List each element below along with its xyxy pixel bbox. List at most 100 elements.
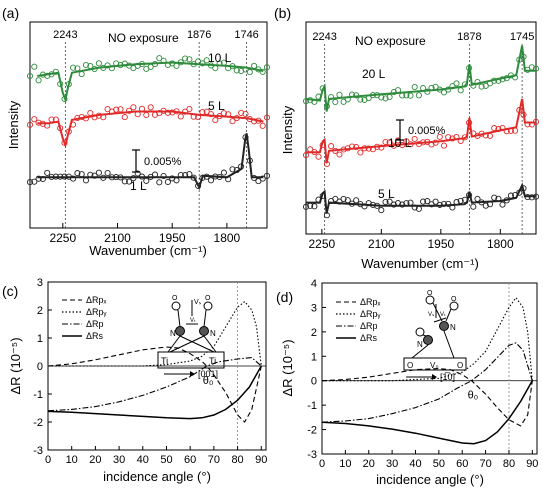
series-marker (516, 189, 523, 196)
series-marker (482, 82, 489, 89)
series-marker (52, 116, 59, 123)
series-marker (134, 170, 141, 177)
series-markers-10L (26, 55, 271, 103)
series-line-5L (306, 182, 536, 214)
inset-c-substrate (157, 351, 225, 369)
panel-a-scale-bar: 0.005% (132, 149, 182, 173)
series-marker (420, 139, 427, 146)
series-marker (440, 89, 448, 96)
series-marker (229, 118, 236, 125)
series-marker (369, 92, 376, 99)
series-marker (461, 134, 468, 141)
series-marker (520, 111, 527, 118)
series-marker (382, 198, 389, 206)
series-marker (466, 119, 473, 126)
series-marker (415, 92, 422, 99)
series-marker (35, 119, 42, 126)
panel-b-peak-markers: 2243 1878 1745 (312, 31, 534, 234)
series-marker (411, 135, 418, 143)
series-marker (233, 167, 240, 174)
series-marker (495, 195, 502, 202)
series-marker (31, 63, 38, 70)
inset-d-atom-mid: V₀ (430, 361, 439, 370)
panel-d-frame (321, 282, 538, 455)
series-marker (516, 107, 523, 114)
y-tick-label-0: 0 (37, 361, 43, 373)
x-tick-label-10: 10 (66, 454, 78, 466)
inset-d-atom-left: O (407, 361, 413, 370)
series-marker (251, 62, 258, 69)
series-marker (203, 57, 210, 64)
series-marker (138, 60, 146, 68)
series-marker (130, 104, 137, 111)
series-marker (386, 198, 393, 205)
panel-c: (c) ΔR (10⁻⁵) incidence angle (°) 0 10 20 3… (2, 277, 267, 484)
series-marker (420, 85, 427, 92)
series-marker (520, 185, 527, 192)
series-marker (369, 201, 376, 208)
legend-c-label-3: ΔRs (86, 331, 104, 341)
series-marker (121, 114, 128, 121)
series-marker (78, 113, 85, 121)
series-marker (199, 60, 206, 67)
series-marker (482, 132, 489, 139)
series-marker (70, 175, 77, 182)
series-marker (82, 177, 90, 184)
panel-a-x-ticks: 2250 2100 1950 1800 (49, 223, 241, 245)
series-label-20L: 20 L (362, 67, 386, 81)
series-marker (336, 91, 343, 98)
curve-3 (321, 380, 533, 445)
series-marker (361, 203, 368, 210)
series-marker (528, 194, 535, 201)
series-marker (449, 204, 456, 211)
series-marker (445, 200, 452, 207)
series-marker (195, 114, 202, 121)
panel-d-letter: (d) (276, 289, 293, 305)
y-tick-label--2: -2 (33, 417, 43, 429)
series-marker (186, 56, 193, 63)
series-marker (173, 62, 180, 69)
peak-label-1878: 1878 (457, 31, 481, 43)
series-marker (424, 138, 431, 145)
inset-d-n-left (423, 335, 433, 345)
panel-c-legend: ΔRpₓ ΔRpᵧ ΔRp ΔRs (62, 295, 107, 341)
series-marker (415, 205, 422, 212)
inset-c-vt-label: Vₜ (190, 318, 196, 324)
series-marker (177, 171, 184, 179)
panel-c-axes: 0 10 20 30 40 50 60 70 80 90 -3 -2 -1 0 1 2 3 (33, 277, 267, 466)
x-tick-label-50: 50 (433, 458, 445, 470)
panel-c-letter: (c) (2, 283, 18, 299)
series-marker (26, 179, 34, 186)
series-marker (259, 175, 266, 182)
series-marker (424, 198, 431, 205)
panel-b: (b) NO exposure Intensity Wavenumber (cm… (274, 5, 540, 271)
series-marker (26, 121, 34, 128)
inset-d-bond-5 (443, 330, 455, 359)
series-marker (407, 141, 414, 148)
series-marker (212, 117, 219, 124)
series-marker (74, 170, 81, 177)
series-marker (82, 115, 90, 122)
series-marker (474, 195, 481, 202)
series-marker (491, 125, 498, 132)
panel-c-ylabel: ΔR (10⁻⁵) (8, 337, 23, 394)
legend-c-label-1: ΔRpᵧ (86, 307, 107, 317)
series-marker (91, 172, 98, 179)
panel-a: (a) NO exposure Intensity Wavenumber (cm… (2, 5, 271, 258)
series-marker (394, 200, 402, 207)
series-marker (457, 197, 464, 204)
series-marker (35, 77, 42, 84)
series-marker (147, 104, 154, 111)
panel-c-theta-label: θ₀ (203, 375, 214, 387)
series-marker (212, 173, 219, 180)
inset-c-bond-3 (167, 335, 181, 353)
series-marker (532, 118, 540, 125)
series-marker (95, 60, 102, 67)
y-tick-label-1: 1 (37, 333, 43, 345)
series-marker (478, 199, 485, 206)
inset-c-vs-label: Vₛ (194, 299, 202, 306)
panel-d-inset: O O N N Vₛ Vₜ O V₀ O [1̅0] (403, 290, 467, 382)
series-marker (319, 85, 326, 92)
panel-d-legend: ΔRpₓ ΔRpᵧ ΔRp ΔRs (336, 297, 381, 343)
series-markers-5L (302, 185, 540, 219)
